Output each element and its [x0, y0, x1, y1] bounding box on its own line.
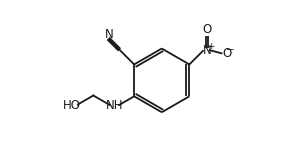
- Text: O: O: [222, 47, 231, 60]
- Text: −: −: [226, 45, 235, 55]
- Text: HO: HO: [63, 99, 81, 112]
- Text: O: O: [202, 23, 211, 36]
- Text: N: N: [105, 28, 114, 41]
- Text: +: +: [207, 42, 214, 51]
- Text: NH: NH: [106, 99, 124, 112]
- Text: N: N: [203, 44, 211, 57]
